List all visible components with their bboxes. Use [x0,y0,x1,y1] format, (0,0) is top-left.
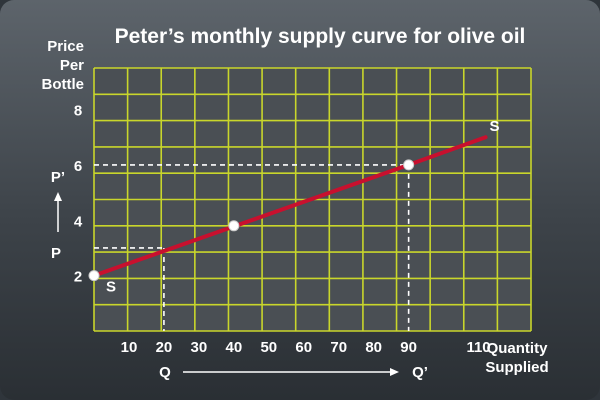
grid [93,67,532,332]
x-axis-title-line: Quantity [487,340,548,357]
y-axis-title-line: Price [47,38,84,55]
price-arrow-head [54,192,62,201]
quantity-label-q: Q [159,364,171,381]
data-point-2 [228,220,240,232]
y-axis-title-line: Bottle [42,76,85,93]
price-label-p: P [51,245,61,262]
x-tick-label: 80 [365,339,382,356]
x-tick-label: 60 [295,339,312,356]
y-tick-label: 6 [74,158,82,175]
x-axis-title-line: Supplied [485,359,548,376]
price-label-p-prime: P’ [51,169,65,186]
chart-title: Peter’s monthly supply curve for olive o… [115,25,526,48]
x-tick-label: 20 [156,339,173,356]
y-axis-title-line: Per [60,57,84,74]
curve-label-end: S [490,118,500,135]
data-point-1 [88,270,100,282]
x-tick-label: 30 [191,339,208,356]
x-tick-label: 90 [400,339,417,356]
y-tick-label: 2 [74,269,82,286]
y-tick-label: 8 [74,103,82,120]
quantity-label-q-prime: Q’ [412,364,428,381]
x-tick-label: 40 [225,339,242,356]
x-tick-label: 50 [260,339,277,356]
plot-area: S S 10 20 30 40 50 60 70 80 90 110 2 4 6 8 Price Per Bottl… [42,38,549,381]
curve-label-start: S [106,279,116,296]
y-tick-label: 4 [74,213,83,230]
x-tick-label: 110 [466,339,490,356]
data-point-3 [403,159,415,171]
quantity-arrow-head [390,368,399,376]
x-tick-label: 10 [121,339,138,356]
x-tick-label: 70 [330,339,347,356]
